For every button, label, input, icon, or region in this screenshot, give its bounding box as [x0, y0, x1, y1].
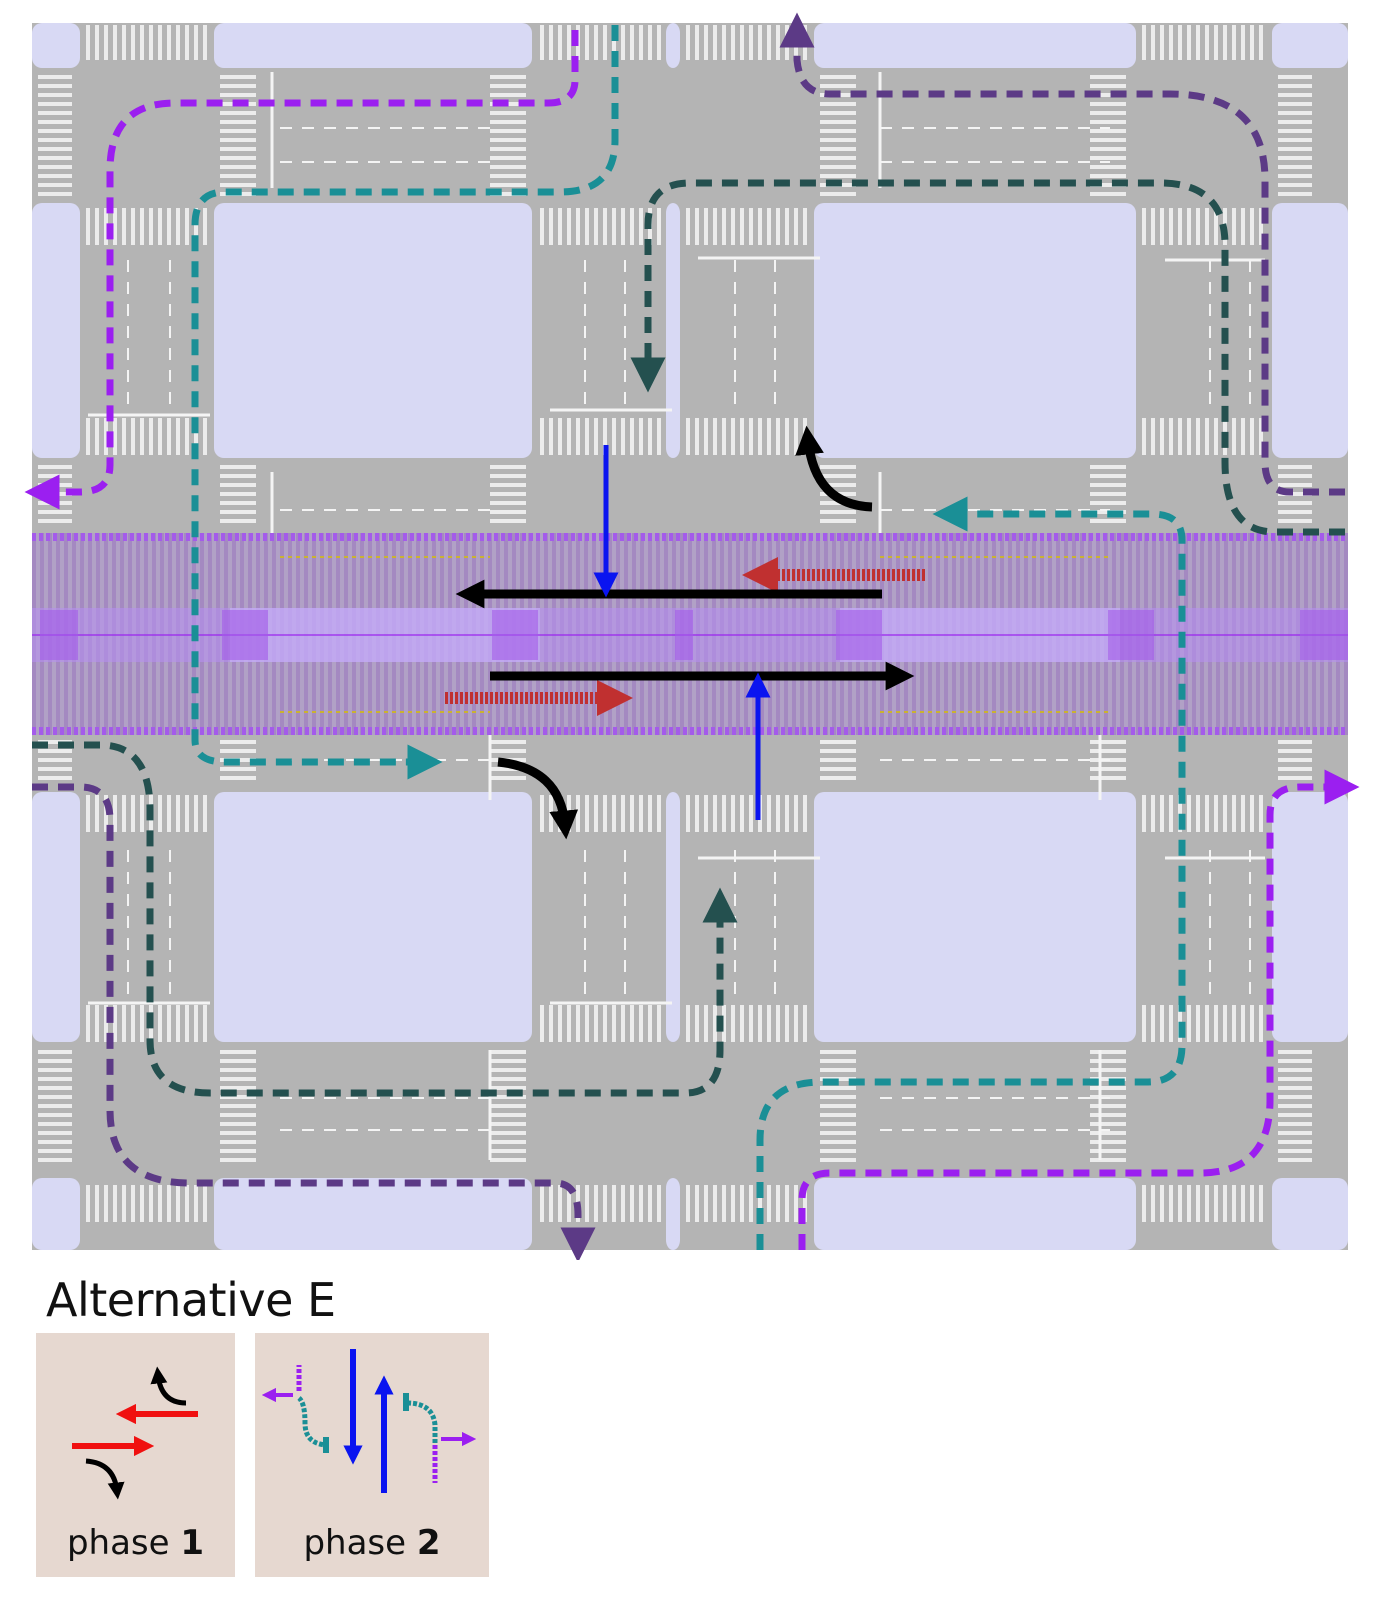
stop-bars — [88, 72, 1265, 1160]
city-block — [32, 1178, 80, 1250]
city-block — [32, 792, 80, 1042]
purple-loop-southeast — [798, 769, 1360, 1250]
city-block — [1272, 1178, 1348, 1250]
transit-signal-arrows — [445, 557, 925, 716]
dark-teal-loop-southwest — [32, 741, 738, 1097]
phase-2-right-loop — [406, 1400, 438, 1443]
city-block — [666, 203, 680, 458]
city-block — [666, 23, 680, 68]
teal-loop-east — [756, 496, 1186, 1250]
phase-1-right-turn-bottom — [85, 1458, 125, 1500]
city-block — [666, 1178, 680, 1250]
phase-1-diagram — [72, 1366, 198, 1500]
phase-2-label: phase 2 — [303, 1523, 441, 1563]
intersection-diagram — [24, 12, 1360, 1260]
busway-corridor — [32, 533, 1348, 735]
city-block — [1272, 792, 1348, 1042]
city-block — [1272, 23, 1348, 68]
city-block — [814, 23, 1136, 68]
city-block — [214, 792, 532, 1042]
city-block — [214, 23, 532, 68]
dark-purple-loop-northeast — [779, 12, 1345, 496]
city-block — [814, 1178, 1136, 1250]
page-title: Alternative E — [46, 1273, 336, 1327]
city-block — [214, 1178, 532, 1250]
phase-1-label: phase 1 — [66, 1523, 205, 1563]
city-block — [814, 203, 1136, 458]
phase-1-panel: phase 1 — [36, 1333, 235, 1577]
phase-1-right-turn-top — [150, 1366, 187, 1406]
lane-markings — [127, 127, 1251, 1131]
northbound-right-turn-arrow — [795, 425, 873, 512]
purple-loop-northwest — [24, 30, 579, 510]
city-block — [666, 792, 680, 1042]
phase-2-panel: phase 2 — [255, 1333, 489, 1577]
city-block — [814, 792, 1136, 1042]
teal-loop-west — [191, 25, 619, 780]
dark-teal-loop-northeast — [630, 179, 1345, 536]
city-block — [1272, 203, 1348, 458]
phase-2-left-loop — [297, 1396, 330, 1448]
city-block — [32, 203, 80, 458]
city-blocks — [32, 23, 1348, 1250]
dark-purple-loop-southwest — [32, 783, 596, 1260]
city-block — [32, 23, 80, 68]
southbound-right-turn-arrow — [497, 757, 579, 840]
city-block — [214, 203, 532, 458]
phase-2-diagram — [261, 1349, 477, 1493]
